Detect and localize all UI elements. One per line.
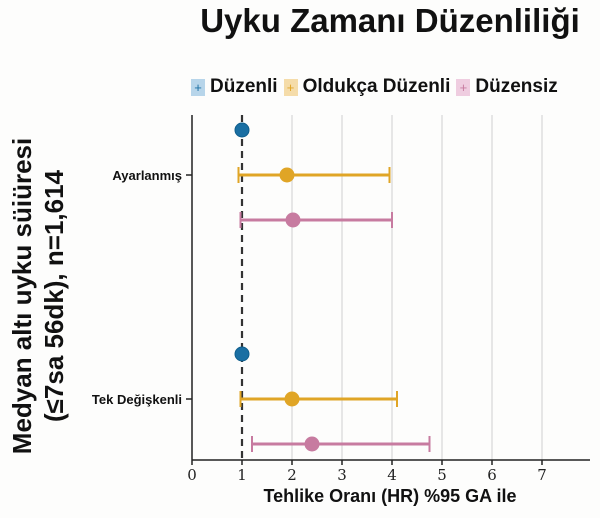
x-axis-label: Tehlike Oranı (HR) %95 GA ile [263, 486, 517, 506]
legend-item-duzensiz: + Düzensiz [456, 76, 558, 98]
hr-point [284, 391, 300, 407]
hr-point [304, 436, 320, 452]
chart-title: Uyku Zamanı Düzenliliği [200, 2, 580, 39]
x-tick-label: 1 [237, 466, 247, 484]
x-tick-label: 4 [387, 466, 397, 484]
x-tick-label: 7 [537, 466, 547, 484]
category-label-adjusted: Ayarlanmış [112, 168, 182, 183]
legend-label: Düzenli [210, 76, 278, 97]
x-tick-label: 3 [337, 466, 347, 484]
x-tick-label: 2 [287, 466, 297, 484]
hr-point [234, 122, 250, 138]
hr-point [279, 167, 295, 183]
legend-item-oldukca-duzenli: + Oldukça Düzenli [283, 76, 451, 98]
x-tick-label: 5 [437, 466, 447, 484]
category-label-univariate: Tek Değişkenli [91, 392, 182, 407]
legend-swatch-icon: + [456, 78, 471, 96]
legend-swatch-icon: + [283, 78, 298, 96]
legend-label: Oldukça Düzenli [302, 76, 451, 97]
legend-swatch-icon: + [191, 78, 205, 96]
x-tick-label: 0 [187, 466, 197, 484]
hr-point [285, 212, 301, 228]
legend-item-duzenli: + Düzenli [191, 76, 278, 98]
legend-label: Düzensiz [475, 76, 558, 97]
x-tick-label: 6 [487, 466, 497, 484]
hr-point [234, 346, 250, 362]
legend: + Düzenli + Oldukça Düzenli + Düzensiz [191, 76, 564, 98]
